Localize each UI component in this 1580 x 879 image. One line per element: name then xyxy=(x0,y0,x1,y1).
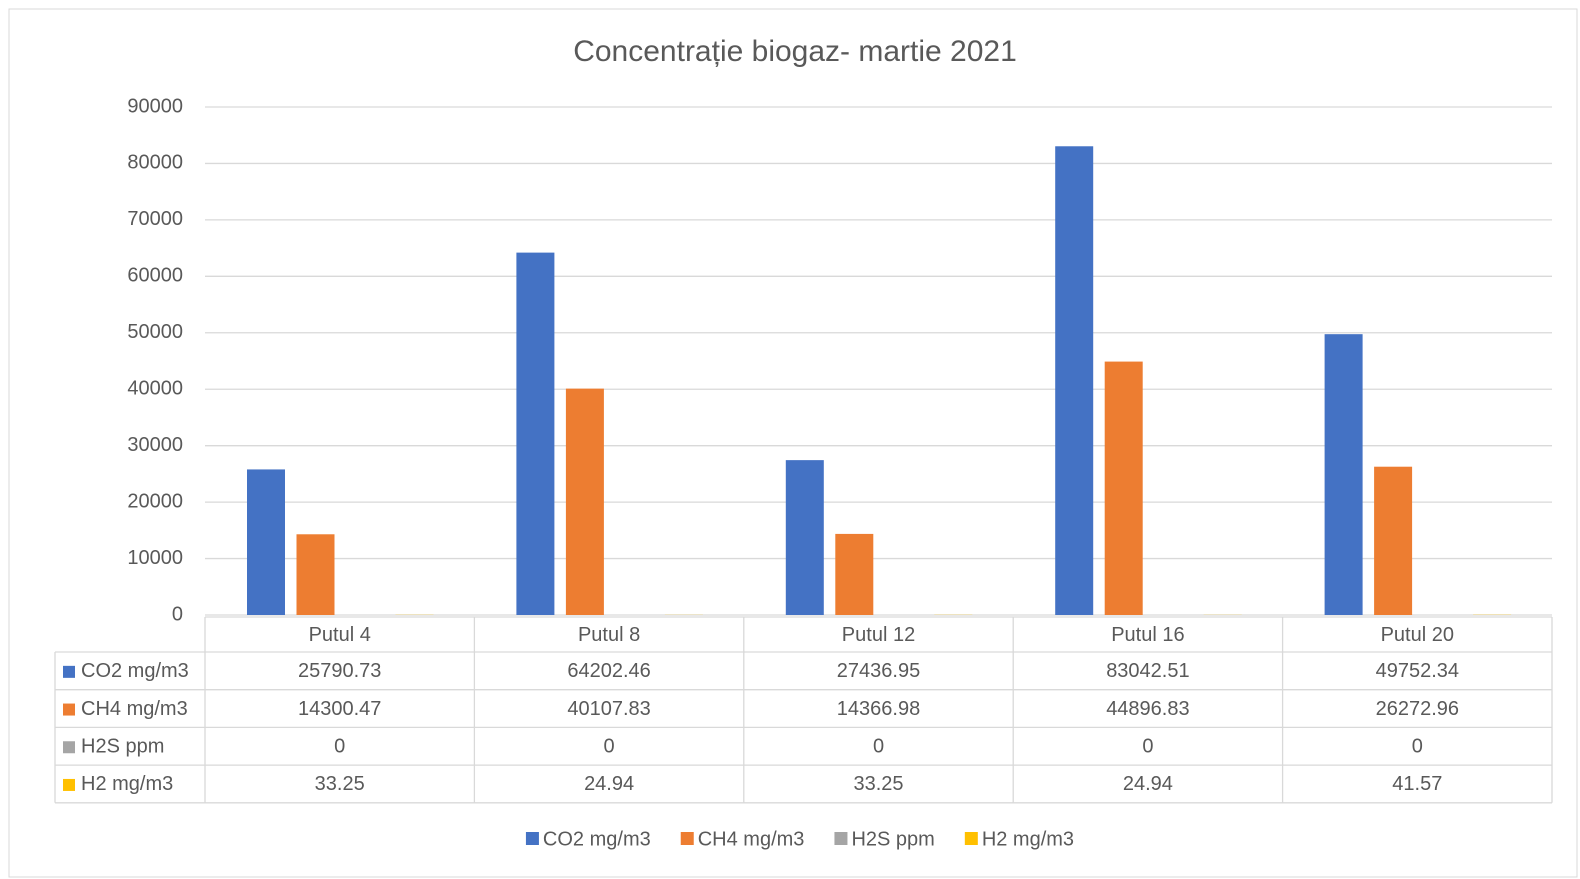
legend-label: H2 mg/m3 xyxy=(982,828,1074,850)
legend-key xyxy=(964,832,978,845)
y-tick-label: 40000 xyxy=(127,378,183,400)
table-cell: 14300.47 xyxy=(298,698,381,720)
table-cell: 40107.83 xyxy=(567,698,650,720)
y-tick-label: 0 xyxy=(172,603,183,625)
table-cell: 25790.73 xyxy=(298,660,381,682)
table-legend-key xyxy=(63,665,75,678)
bar xyxy=(1055,146,1094,615)
table-cell: 0 xyxy=(1142,736,1153,758)
y-tick-label: 70000 xyxy=(127,208,183,230)
legend-label: CO2 mg/m3 xyxy=(543,828,651,850)
table-cell: 26272.96 xyxy=(1376,698,1459,720)
y-tick-label: 80000 xyxy=(127,152,183,174)
table-cell: 27436.95 xyxy=(837,660,920,682)
table-cell: 14366.98 xyxy=(837,698,920,720)
y-tick-label: 10000 xyxy=(127,547,183,569)
table-cell: 24.94 xyxy=(1123,773,1173,795)
legend-key xyxy=(525,832,539,845)
table-row-label: H2S ppm xyxy=(81,736,164,758)
table-cell: 0 xyxy=(1412,736,1423,758)
y-tick-label: 50000 xyxy=(127,321,183,343)
x-tick-label: Putul 8 xyxy=(578,624,640,646)
chart-border xyxy=(8,8,1578,878)
bar xyxy=(565,388,604,615)
table-cell: 64202.46 xyxy=(567,660,650,682)
table-cell: 33.25 xyxy=(853,773,903,795)
table-row-label: H2 mg/m3 xyxy=(81,773,173,795)
chart-title: Concentrație biogaz- martie 2021 xyxy=(573,35,1017,68)
table-cell: 33.25 xyxy=(315,773,365,795)
bar xyxy=(785,460,824,615)
y-tick-label: 20000 xyxy=(127,490,183,512)
table-row-label: CH4 mg/m3 xyxy=(81,698,188,720)
bar xyxy=(516,252,555,615)
table-legend-key xyxy=(63,778,75,791)
table-cell: 0 xyxy=(873,736,884,758)
x-tick-label: Putul 20 xyxy=(1381,624,1454,646)
table-cell: 44896.83 xyxy=(1106,698,1189,720)
bar xyxy=(1104,361,1143,615)
bar xyxy=(1374,466,1413,615)
legend-key xyxy=(834,832,848,845)
table-cell: 0 xyxy=(334,736,345,758)
y-tick-label: 90000 xyxy=(127,95,183,117)
bar xyxy=(1324,334,1363,615)
y-tick-label: 60000 xyxy=(127,265,183,287)
bar xyxy=(835,533,874,615)
table-cell: 0 xyxy=(604,736,615,758)
legend-label: H2S ppm xyxy=(851,828,934,850)
bar xyxy=(247,469,285,615)
legend-label: CH4 mg/m3 xyxy=(698,828,805,850)
table-cell: 41.57 xyxy=(1392,773,1442,795)
legend-key xyxy=(680,832,694,845)
table-legend-key xyxy=(63,741,75,754)
table-cell: 49752.34 xyxy=(1376,660,1459,682)
x-tick-label: Putul 4 xyxy=(309,624,371,646)
x-tick-label: Putul 12 xyxy=(842,624,915,646)
table-row-label: CO2 mg/m3 xyxy=(81,660,189,682)
y-tick-label: 30000 xyxy=(127,434,183,456)
table-cell: 24.94 xyxy=(584,773,634,795)
table-legend-key xyxy=(63,703,75,716)
bar xyxy=(296,534,335,615)
x-tick-label: Putul 16 xyxy=(1111,624,1184,646)
table-cell: 83042.51 xyxy=(1106,660,1189,682)
